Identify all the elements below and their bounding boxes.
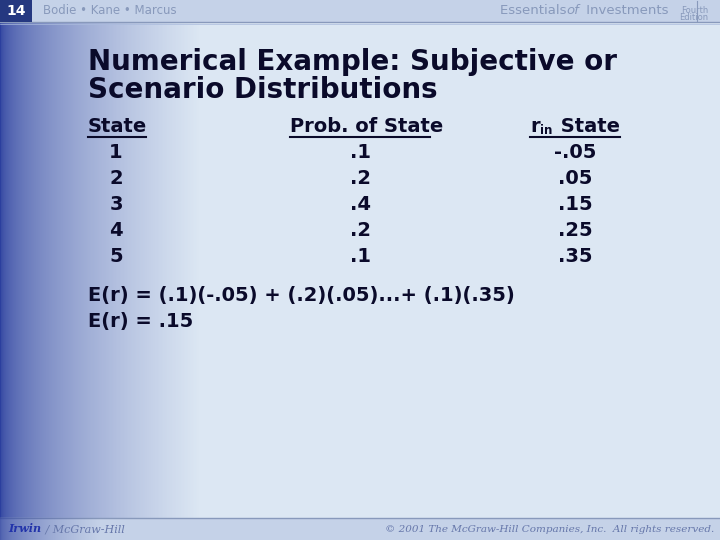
Text: Essentials: Essentials — [500, 4, 571, 17]
Text: .2: .2 — [349, 168, 371, 187]
Text: .35: .35 — [558, 246, 593, 266]
FancyBboxPatch shape — [0, 0, 720, 22]
Text: / McGraw-Hill: / McGraw-Hill — [42, 524, 125, 534]
Text: Scenario Distributions: Scenario Distributions — [88, 76, 438, 104]
Text: 1: 1 — [109, 143, 123, 161]
Text: Investments: Investments — [582, 4, 668, 17]
Text: State: State — [88, 118, 148, 137]
Text: © 2001 The McGraw-Hill Companies, Inc.  All rights reserved.: © 2001 The McGraw-Hill Companies, Inc. A… — [384, 524, 714, 534]
Text: E(r) = (.1)(-.05) + (.2)(.05)...+ (.1)(.35): E(r) = (.1)(-.05) + (.2)(.05)...+ (.1)(.… — [88, 286, 515, 305]
Text: of: of — [566, 4, 579, 17]
Text: -.05: -.05 — [554, 143, 596, 161]
Text: .4: .4 — [349, 194, 371, 213]
Text: Edition: Edition — [679, 13, 708, 22]
Text: 3: 3 — [109, 194, 122, 213]
FancyBboxPatch shape — [0, 518, 720, 540]
FancyBboxPatch shape — [0, 0, 32, 22]
Text: Prob. of State: Prob. of State — [290, 118, 444, 137]
Text: 4: 4 — [109, 220, 123, 240]
Text: r: r — [530, 118, 539, 137]
Text: in: in — [540, 125, 552, 138]
Text: .2: .2 — [349, 220, 371, 240]
Text: 14: 14 — [6, 4, 26, 18]
Text: .1: .1 — [349, 246, 371, 266]
Text: .15: .15 — [558, 194, 593, 213]
Text: .05: .05 — [558, 168, 592, 187]
Text: .25: .25 — [558, 220, 593, 240]
Text: 5: 5 — [109, 246, 123, 266]
Text: State: State — [554, 118, 620, 137]
Text: Bodie • Kane • Marcus: Bodie • Kane • Marcus — [43, 4, 177, 17]
Text: Fourth: Fourth — [680, 6, 708, 15]
Text: Irwin: Irwin — [8, 523, 41, 535]
Text: 2: 2 — [109, 168, 123, 187]
Text: E(r) = .15: E(r) = .15 — [88, 313, 193, 332]
Text: Numerical Example: Subjective or: Numerical Example: Subjective or — [88, 48, 617, 76]
Text: .1: .1 — [349, 143, 371, 161]
